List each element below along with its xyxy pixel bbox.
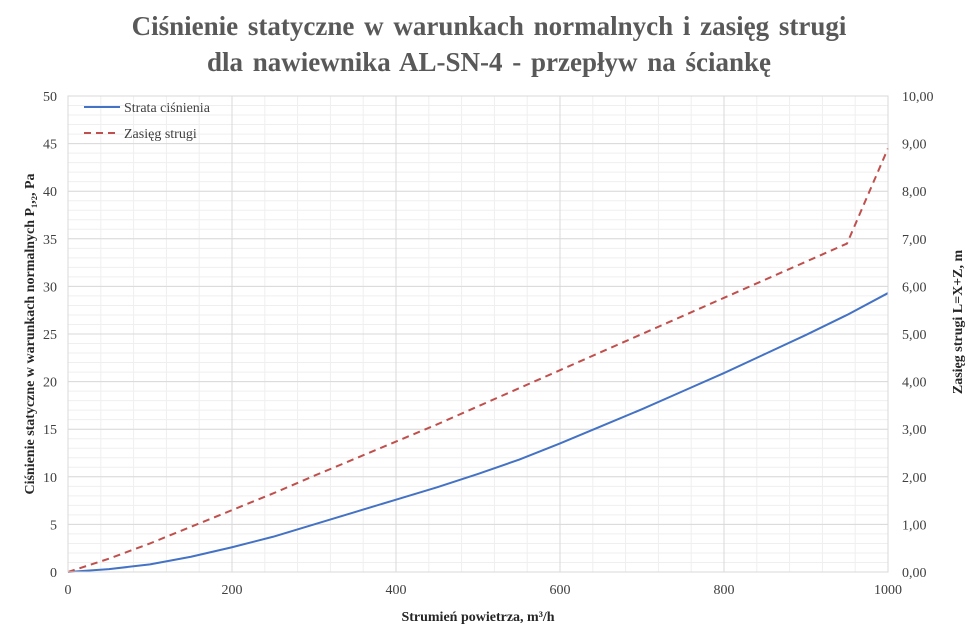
x-tick-label: 1000: [874, 583, 902, 598]
x-tick-label: 200: [222, 583, 243, 598]
y-right-tick-label: 2,00: [902, 471, 927, 486]
x-axis-title: Strumień powietrza, m³/h: [401, 610, 554, 625]
y-left-tick-label: 10: [43, 471, 57, 486]
y-left-tick-label: 15: [43, 423, 57, 438]
legend-label: Strata ciśnienia: [124, 101, 211, 116]
chart-title-line2: dla nawiewnika AL-SN-4 - przepływ na ści…: [206, 47, 772, 77]
y-right-tick-label: 7,00: [902, 233, 927, 248]
y-right-tick-label: 3,00: [902, 423, 927, 438]
y-left-tick-label: 5: [50, 518, 57, 533]
y-right-tick-label: 6,00: [902, 280, 927, 295]
y-left-tick-label: 20: [43, 376, 57, 391]
x-tick-label: 800: [714, 583, 735, 598]
y-left-tick-label: 25: [43, 328, 57, 343]
x-tick-label: 0: [65, 583, 72, 598]
y-right-axis-title: Zasięg strugi L=X+Z, m: [951, 250, 966, 395]
y-left-tick-label: 30: [43, 280, 57, 295]
legend: Strata ciśnienia Zasięg strugi: [84, 101, 211, 142]
x-tick-label: 400: [386, 583, 407, 598]
y-right-tick-label: 10,00: [902, 90, 934, 105]
y-right-tick-label: 1,00: [902, 518, 927, 533]
y-left-tick-label: 40: [43, 185, 57, 200]
y-left-tick-label: 45: [43, 138, 57, 153]
legend-label: Zasięg strugi: [124, 127, 197, 142]
chart-title: Ciśnienie statyczne w warunkach normalny…: [0, 8, 978, 80]
plot-frame: [67, 95, 889, 573]
y-left-tick-label: 35: [43, 233, 57, 248]
axes: 0 200 400 600 800 1000 0 5 10 15 20 25 30 35 40 45 50 0,0…: [23, 90, 966, 625]
series-layer: [67, 147, 889, 573]
x-tick-label: 600: [550, 583, 571, 598]
y-left-tick-label: 50: [43, 90, 57, 105]
chart-title-line1: Ciśnienie statyczne w warunkach normalny…: [131, 11, 847, 41]
y-right-tick-label: 8,00: [902, 185, 927, 200]
y-right-tick-label: 5,00: [902, 328, 927, 343]
series-line-zasieg-strugi: [67, 147, 889, 573]
y-right-tick-label: 0,00: [902, 566, 927, 581]
y-left-tick-label: 0: [50, 566, 57, 581]
y-left-axis-title: Ciśnienie statyczne w warunkach normalny…: [23, 173, 38, 494]
series-line-strata-cisnienia: [67, 292, 889, 573]
y-right-tick-label: 4,00: [902, 376, 927, 391]
grid-lines: [67, 95, 889, 573]
y-right-tick-label: 9,00: [902, 138, 927, 153]
